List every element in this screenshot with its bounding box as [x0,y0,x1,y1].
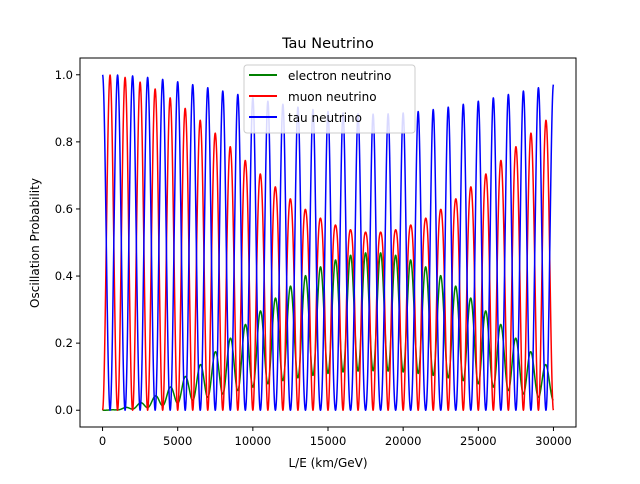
x-tick-label: 15000 [310,434,347,448]
y-tick-label: 1.0 [55,68,73,82]
chart-title: Tau Neutrino [281,36,374,52]
y-tick-label: 0.2 [55,336,73,350]
y-tick-label: 0.0 [55,403,73,417]
y-tick-label: 0.6 [55,202,73,216]
x-tick-label: 20000 [385,434,422,448]
legend-label-electron: electron neutrino [288,69,391,83]
x-tick-label: 30000 [535,434,572,448]
legend: electron neutrino muon neutrino tau neut… [243,64,416,134]
x-tick-label: 0 [99,434,106,448]
y-tick-label: 0.8 [55,135,73,149]
y-axis-label: Oscillation Probability [28,178,42,308]
x-tick-label: 5000 [163,434,192,448]
x-tick-label: 25000 [460,434,497,448]
series-muon-neutrino [101,74,555,411]
y-axis: 0.0 0.2 0.4 0.6 0.8 1.0 [55,68,80,417]
x-tick-label: 10000 [235,434,272,448]
y-tick-label: 0.4 [55,269,73,283]
x-axis-label: L/E (km/GeV) [288,456,367,470]
legend-label-tau: tau neutrino [288,111,362,125]
legend-box [243,64,416,134]
x-axis: 0 5000 10000 15000 20000 25000 30000 [99,427,572,448]
legend-label-muon: muon neutrino [288,90,377,104]
